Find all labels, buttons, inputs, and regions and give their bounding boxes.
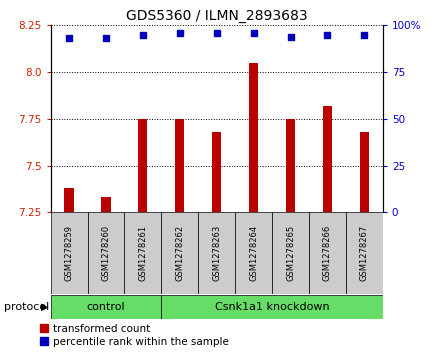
Point [103,36,110,41]
Bar [125,212,161,294]
Point [250,30,257,36]
Legend: transformed count, percentile rank within the sample: transformed count, percentile rank withi… [40,324,229,347]
Bar [323,106,332,212]
Bar [360,132,369,212]
Point [324,32,331,38]
Text: GSM1278267: GSM1278267 [360,225,369,281]
Bar [51,295,161,319]
Text: GSM1278264: GSM1278264 [249,225,258,281]
Bar [272,212,309,294]
Text: protocol: protocol [4,302,50,312]
Text: control: control [87,302,125,312]
Point [66,36,73,41]
Text: Csnk1a1 knockdown: Csnk1a1 knockdown [215,302,330,312]
Bar [101,197,110,212]
Bar [198,212,235,294]
Bar [51,212,88,294]
Text: GSM1278266: GSM1278266 [323,225,332,281]
Bar [161,212,198,294]
Bar [235,212,272,294]
Bar [64,188,73,212]
Bar [286,119,295,212]
Point [139,32,147,38]
Bar [161,295,383,319]
Bar [175,119,184,212]
Text: GSM1278260: GSM1278260 [102,225,110,281]
Point [213,30,220,36]
Text: GSM1278263: GSM1278263 [212,225,221,281]
Text: GSM1278261: GSM1278261 [138,225,147,281]
Bar [138,119,147,212]
Bar [212,132,221,212]
Bar [249,63,258,212]
Text: GSM1278262: GSM1278262 [175,225,184,281]
Bar [309,212,346,294]
Title: GDS5360 / ILMN_2893683: GDS5360 / ILMN_2893683 [126,9,308,23]
Point [287,34,294,40]
Text: ▶: ▶ [41,302,49,312]
Text: GSM1278265: GSM1278265 [286,225,295,281]
Point [176,30,183,36]
Point [361,32,368,38]
Bar [346,212,383,294]
Bar [88,212,125,294]
Text: GSM1278259: GSM1278259 [65,225,73,281]
